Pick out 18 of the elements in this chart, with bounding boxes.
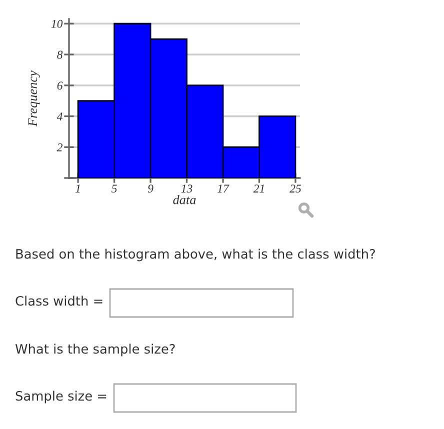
x-tick-label: 25 bbox=[290, 184, 302, 193]
x-tick-label: 5 bbox=[112, 184, 117, 193]
x-axis-title: data bbox=[173, 194, 196, 204]
text: What is the sample size? bbox=[15, 344, 175, 356]
y-axis-title: Frequency bbox=[28, 70, 40, 127]
y-tick-label: 2 bbox=[56, 143, 62, 152]
x-tick-label: 17 bbox=[218, 184, 230, 192]
x-tick-label: 1 bbox=[76, 184, 80, 192]
x-tick-label: 21 bbox=[253, 184, 264, 192]
y-tick-label: 8 bbox=[57, 50, 63, 59]
y-tick-label: 4 bbox=[56, 112, 62, 120]
y-tick-label: 10 bbox=[51, 20, 63, 28]
x-tick-label: 9 bbox=[148, 184, 154, 193]
y-tick-label: 6 bbox=[57, 82, 63, 90]
x-tick-label: 13 bbox=[181, 184, 192, 193]
text: Class width = bbox=[16, 296, 102, 306]
text: Sample size = bbox=[16, 390, 106, 404]
text: Based on the histogram above, what is the class width? bbox=[16, 248, 375, 262]
